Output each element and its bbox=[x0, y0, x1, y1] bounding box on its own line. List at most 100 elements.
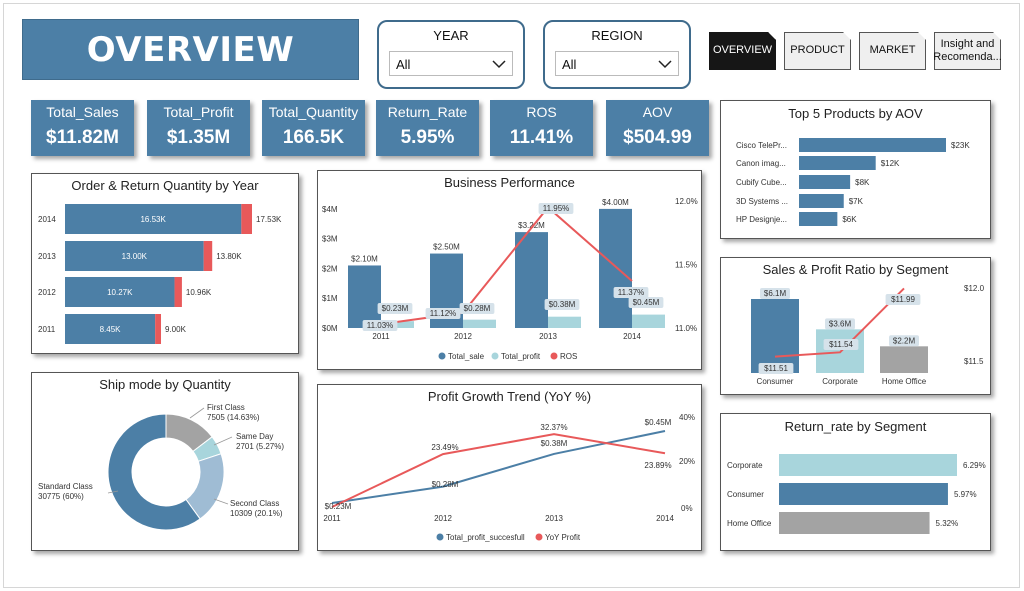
yoy-data-label: 23.89% bbox=[644, 461, 671, 470]
x-tick-label: 2011 bbox=[372, 332, 390, 341]
kpi-value: 11.41% bbox=[509, 127, 574, 148]
right-axis-tick: $12.0 bbox=[964, 284, 985, 293]
product-data-label: $8K bbox=[855, 178, 870, 187]
x-tick-label: 2012 bbox=[454, 332, 472, 341]
return-bar bbox=[241, 204, 252, 234]
ratio-data-label: $11.51 bbox=[764, 364, 788, 373]
shipmode-card: Ship mode by Quantity Standard Class 3077… bbox=[31, 372, 299, 551]
sales-bar bbox=[515, 232, 548, 328]
legend-yoy-marker bbox=[535, 533, 543, 541]
kpi-aov: AOV $504.99 bbox=[606, 100, 709, 156]
kpi-label: AOV bbox=[642, 104, 673, 120]
profit-line bbox=[331, 430, 666, 504]
profit-data-label-bg bbox=[459, 303, 495, 314]
ratio-data-label: $11.99 bbox=[891, 295, 915, 304]
profit-data-label: $0.38M bbox=[549, 300, 576, 309]
return-segment-chart: Corporate 6.29% Consumer 5.97% Home Office 5.… bbox=[727, 454, 986, 534]
kpi-return-rate: Return_Rate 5.95% bbox=[376, 100, 479, 156]
slice-value-label: 2701 (5.27%) bbox=[236, 442, 284, 451]
right-axis-tick: 12.0% bbox=[675, 197, 698, 206]
segment-data-label-bg bbox=[825, 318, 855, 330]
region-dropdown[interactable]: All bbox=[555, 51, 679, 76]
order-data-label: 13.00K bbox=[122, 252, 148, 261]
segment-ratio-chart: $6.1M Consumer $3.6M Corporate $2.2M Home Off… bbox=[751, 284, 985, 386]
ratio-line bbox=[774, 287, 905, 358]
nav-product-button[interactable]: PRODUCT bbox=[784, 32, 851, 70]
nav-market-button[interactable]: MARKET bbox=[859, 32, 926, 70]
kpi-ros: ROS 11.41% bbox=[490, 100, 593, 156]
profit-data-label: $0.23M bbox=[325, 502, 352, 511]
right-axis-tick: 40% bbox=[679, 413, 695, 422]
total-data-label: 10.96K bbox=[186, 288, 212, 297]
y-tick-label: 2012 bbox=[38, 288, 56, 297]
chart-title: Order & Return Quantity by Year bbox=[71, 178, 259, 193]
legend-profit-marker bbox=[436, 533, 444, 541]
order-data-label: 10.27K bbox=[107, 288, 133, 297]
return-bar bbox=[155, 314, 162, 344]
order-return-card: Order & Return Quantity by Year 2014 16.5… bbox=[31, 173, 299, 354]
ratio-data-label-bg bbox=[823, 339, 859, 350]
y-tick-label: Cubify Cube... bbox=[736, 178, 787, 187]
return-data-label: 5.97% bbox=[954, 490, 977, 499]
nav-insight-button[interactable]: Insight and Recomenda... bbox=[934, 32, 1001, 70]
nav-overview-button[interactable]: OVERVIEW bbox=[709, 32, 776, 70]
return-bar bbox=[779, 454, 957, 476]
y-tick-label: 3D Systems ... bbox=[736, 197, 788, 206]
segment-bar bbox=[880, 346, 928, 373]
profit-growth-card: Profit Growth Trend (YoY %) $0.23M $0.28M… bbox=[317, 384, 702, 551]
y-tick-label: Canon imag... bbox=[736, 159, 786, 168]
profit-data-label-bg bbox=[628, 297, 664, 308]
kpi-total-quantity: Total_Quantity 166.5K bbox=[262, 100, 365, 156]
x-tick-label: 2014 bbox=[656, 514, 674, 523]
left-axis-tick: $2M bbox=[322, 264, 338, 273]
profit-data-label: $0.28M bbox=[432, 480, 459, 489]
kpi-label: ROS bbox=[526, 104, 557, 120]
ros-data-label: 11.95% bbox=[543, 204, 570, 213]
legend-ros-label: ROS bbox=[560, 352, 577, 361]
kpi-total-sales: Total_Sales $11.82M bbox=[31, 100, 134, 156]
x-tick-label: 2012 bbox=[434, 514, 452, 523]
slice-value-label: 10309 (20.1%) bbox=[230, 509, 283, 518]
segment-bar bbox=[751, 299, 799, 373]
ratio-data-label-bg bbox=[758, 363, 794, 374]
order-bar bbox=[65, 204, 242, 234]
slice-name-label: Standard Class bbox=[38, 482, 93, 491]
chart-title: Return_rate by Segment bbox=[784, 419, 927, 434]
ros-data-label-bg bbox=[613, 287, 649, 298]
order-bar bbox=[65, 241, 204, 271]
slice-name-label: Same Day bbox=[236, 432, 273, 441]
ros-data-label: 11.12% bbox=[430, 309, 457, 318]
order-data-label: 8.45K bbox=[100, 325, 122, 334]
left-axis-tick: $1M bbox=[322, 294, 338, 303]
sales-data-label: $2.10M bbox=[351, 254, 378, 263]
ros-data-label-bg bbox=[538, 203, 574, 214]
return-data-label: 6.29% bbox=[963, 461, 986, 470]
legend-ros-marker bbox=[550, 352, 558, 360]
order-bar bbox=[65, 277, 175, 307]
kpi-label: Total_Profit bbox=[163, 104, 234, 120]
profit-growth-chart: $0.23M $0.28M $0.38M $0.45M 23.49% 32.37% 23.8… bbox=[323, 413, 695, 542]
product-bar bbox=[799, 156, 876, 170]
x-tick-label: Corporate bbox=[822, 377, 858, 386]
left-axis-tick: $3M bbox=[322, 235, 338, 244]
y-tick-label: Home Office bbox=[727, 519, 772, 528]
nav-product-label: PRODUCT bbox=[790, 44, 845, 57]
year-dropdown[interactable]: All bbox=[389, 51, 513, 76]
x-tick-label: Home Office bbox=[882, 377, 927, 386]
sales-bar bbox=[599, 208, 632, 328]
x-tick-label: Consumer bbox=[757, 377, 794, 386]
profit-data-label: $0.28M bbox=[464, 304, 491, 313]
leader-line bbox=[189, 407, 205, 419]
segment-data-label-bg bbox=[760, 288, 790, 299]
region-slicer-label: REGION bbox=[591, 28, 643, 43]
left-axis-tick: $0M bbox=[322, 324, 338, 333]
product-data-label: $6K bbox=[842, 215, 857, 224]
nav-market-label: MARKET bbox=[869, 44, 916, 57]
ros-data-label-bg bbox=[425, 308, 461, 319]
profit-bar bbox=[632, 314, 665, 328]
left-axis-tick: $4M bbox=[322, 205, 338, 214]
x-tick-label: 2013 bbox=[539, 332, 557, 341]
y-tick-label: Consumer bbox=[727, 490, 764, 499]
nav-insight-label: Insight and Recomenda... bbox=[933, 37, 1002, 63]
kpi-value: $11.82M bbox=[46, 127, 119, 148]
